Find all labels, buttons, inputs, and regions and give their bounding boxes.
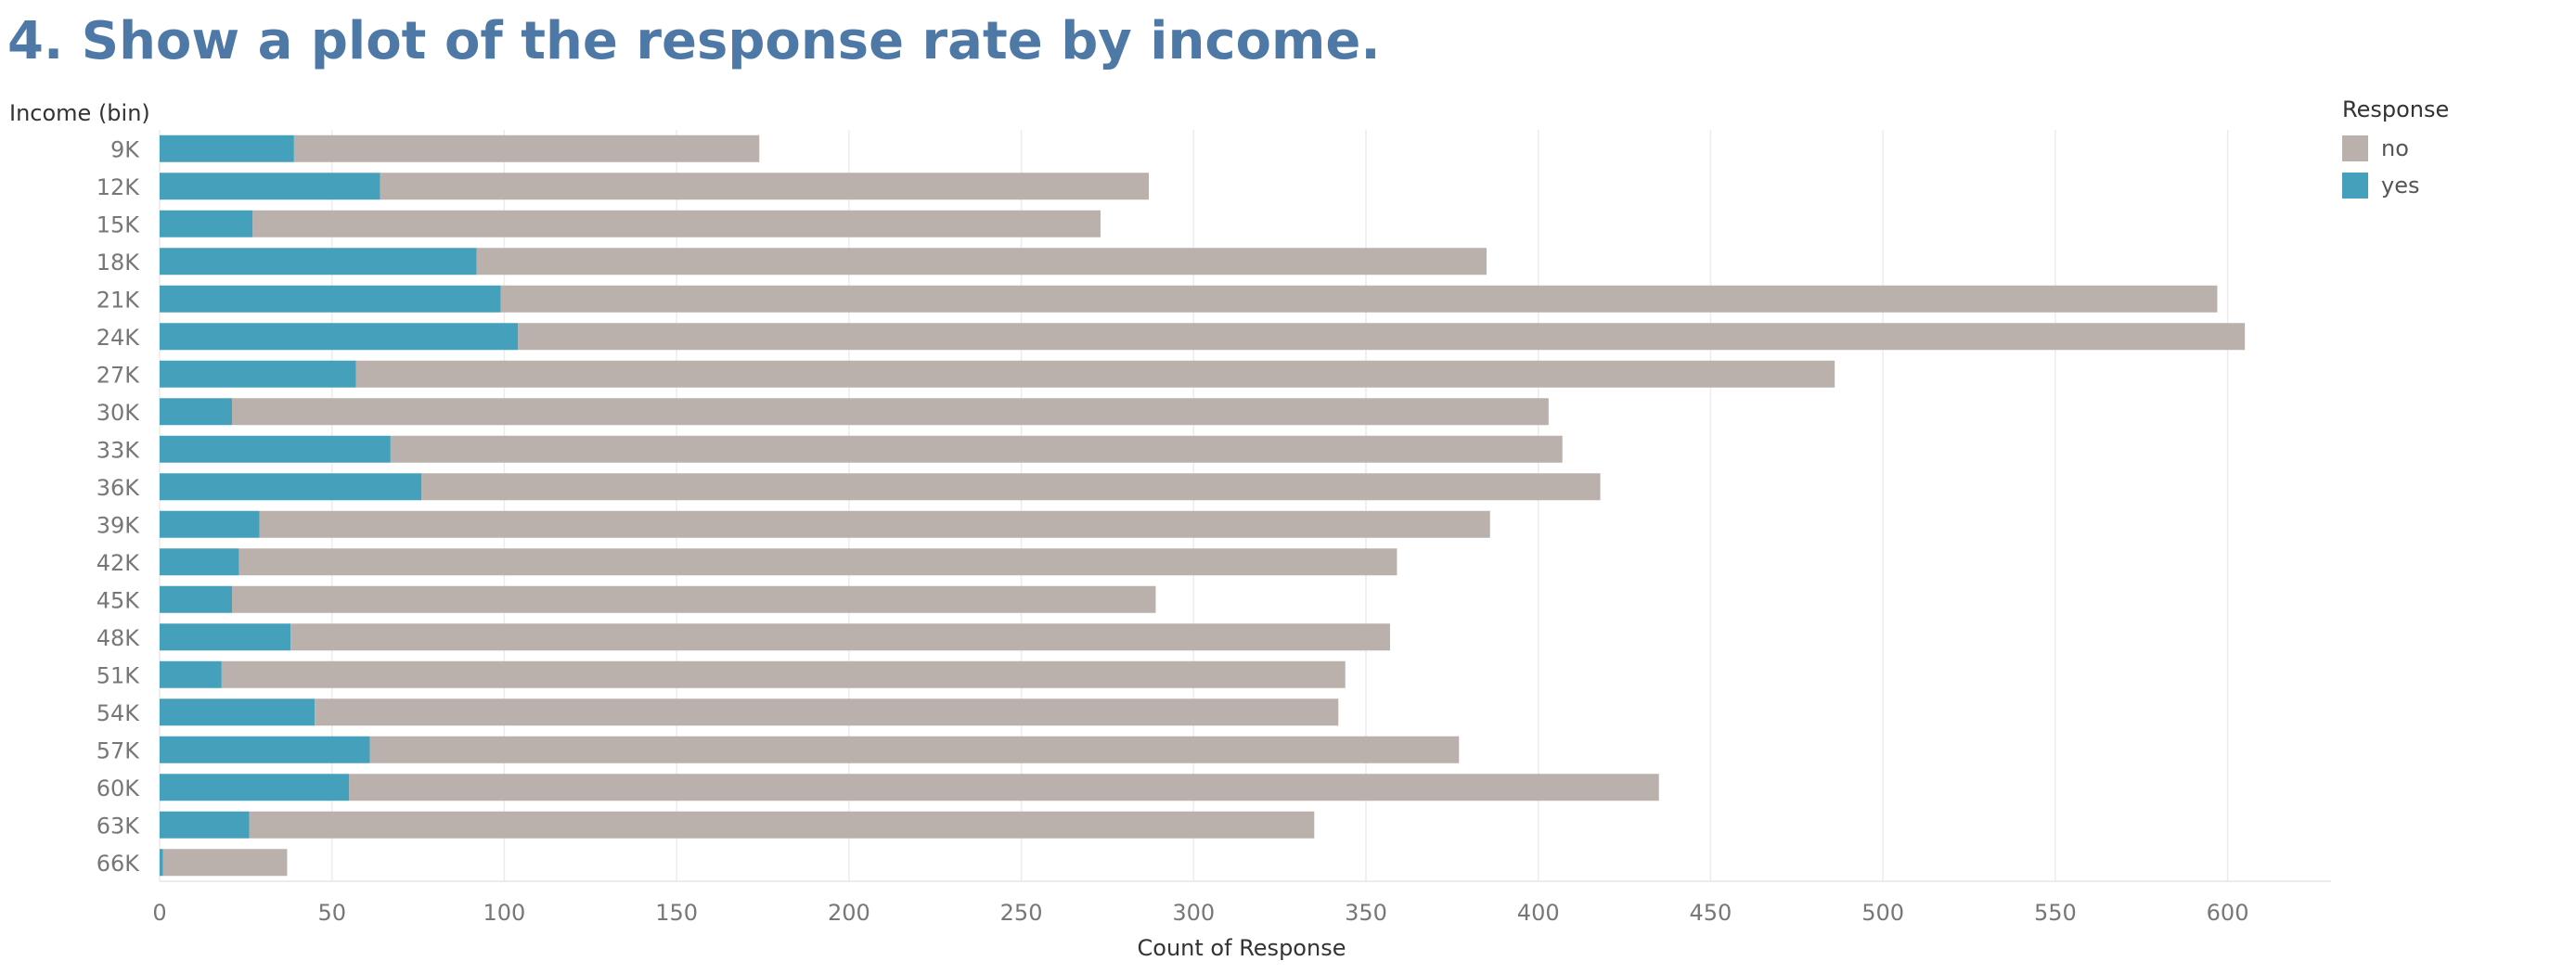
x-tick-label: 150 [655, 900, 698, 926]
x-tick-label: 500 [1861, 900, 1904, 926]
bar-no[interactable] [290, 623, 1391, 651]
y-tick-label: 60K [97, 775, 141, 801]
bar-yes[interactable] [160, 585, 232, 613]
bar-no[interactable] [252, 210, 1101, 237]
y-tick-label: 39K [97, 512, 141, 538]
x-tick-label: 50 [317, 900, 346, 926]
y-tick-label: 33K [97, 437, 141, 463]
bar-no[interactable] [249, 811, 1315, 839]
y-tick-label: 36K [97, 475, 141, 501]
bar-no[interactable] [315, 698, 1339, 726]
bars [160, 135, 2246, 877]
bar-no[interactable] [380, 173, 1149, 200]
legend-title: Response [2342, 96, 2450, 122]
bar-no[interactable] [355, 360, 1835, 388]
page-title: 4. Show a plot of the response rate by i… [7, 11, 1381, 71]
x-tick-label: 100 [483, 900, 526, 926]
x-axis-title: Count of Response [1138, 935, 1346, 961]
bar-yes[interactable] [160, 473, 422, 501]
bar-yes[interactable] [160, 510, 260, 538]
bar-yes[interactable] [160, 135, 294, 162]
y-tick-label: 21K [97, 287, 141, 313]
legend-item-yes[interactable]: yes [2342, 167, 2449, 204]
bar-yes[interactable] [160, 811, 250, 839]
bar-no[interactable] [421, 473, 1601, 501]
legend-item-no[interactable]: no [2342, 130, 2449, 167]
y-tick-label: 18K [97, 250, 141, 276]
bar-yes[interactable] [160, 548, 239, 576]
bar-yes[interactable] [160, 849, 163, 877]
y-tick-label: 66K [97, 851, 141, 877]
y-tick-label: 42K [97, 550, 141, 576]
y-tick-label: 63K [97, 813, 141, 839]
bar-no[interactable] [390, 435, 1563, 463]
y-tick-label: 30K [97, 400, 141, 426]
bar-no[interactable] [232, 398, 1549, 426]
bar-no[interactable] [221, 660, 1346, 688]
x-tick-label: 450 [1690, 900, 1732, 926]
bar-yes[interactable] [160, 285, 501, 313]
bar-no[interactable] [518, 323, 2246, 351]
legend-label-no: no [2381, 135, 2409, 161]
y-tick-label: 54K [97, 700, 141, 726]
bar-yes[interactable] [160, 660, 222, 688]
gridlines [159, 130, 2331, 882]
x-tick-label: 200 [828, 900, 870, 926]
bar-no[interactable] [349, 774, 1659, 801]
legend-swatch-no [2342, 135, 2368, 161]
bar-no[interactable] [238, 548, 1397, 576]
y-tick-label: 48K [97, 625, 141, 651]
x-tick-label: 350 [1345, 900, 1387, 926]
bar-yes[interactable] [160, 774, 350, 801]
y-tick-label: 51K [97, 662, 141, 688]
bar-yes[interactable] [160, 210, 253, 237]
bar-yes[interactable] [160, 698, 316, 726]
bar-no[interactable] [232, 585, 1156, 613]
y-tick-label: 57K [97, 737, 141, 763]
bar-yes[interactable] [160, 398, 232, 426]
bar-no[interactable] [162, 849, 288, 877]
y-tick-label: 45K [97, 587, 141, 613]
legend: Response no yes [2342, 96, 2449, 204]
x-tick-label: 550 [2034, 900, 2077, 926]
bar-no[interactable] [259, 510, 1490, 538]
legend-swatch-yes [2342, 173, 2368, 199]
x-tick-label: 300 [1172, 900, 1215, 926]
bar-no[interactable] [500, 285, 2218, 313]
y-tick-label: 15K [97, 211, 141, 237]
bar-no[interactable] [369, 736, 1460, 763]
x-tick-label: 0 [152, 900, 166, 926]
y-tick-label: 12K [97, 174, 141, 200]
x-tick-label: 400 [1517, 900, 1560, 926]
bar-yes[interactable] [160, 623, 291, 651]
bar-no[interactable] [476, 248, 1487, 276]
bar-yes[interactable] [160, 173, 380, 200]
bar-no[interactable] [293, 135, 760, 162]
y-tick-label: 9K [110, 136, 140, 162]
bar-yes[interactable] [160, 736, 370, 763]
bar-yes[interactable] [160, 323, 519, 351]
bar-yes[interactable] [160, 360, 356, 388]
bar-yes[interactable] [160, 248, 477, 276]
legend-label-yes: yes [2381, 173, 2420, 199]
x-tick-label: 250 [1000, 900, 1043, 926]
x-tick-labels: 0 50 100 150 200 250 300 350 400 450 500 550 600 [152, 900, 2248, 926]
y-tick-label: 24K [97, 325, 141, 351]
bar-yes[interactable] [160, 435, 391, 463]
y-tick-labels: 9K 12K 15K 18K 21K 24K 27K 30K 33K 36K 39K 42K 45K 48… [97, 136, 141, 877]
y-tick-label: 27K [97, 362, 141, 388]
y-axis-title: Income (bin) [9, 100, 150, 126]
x-tick-label: 600 [2207, 900, 2249, 926]
